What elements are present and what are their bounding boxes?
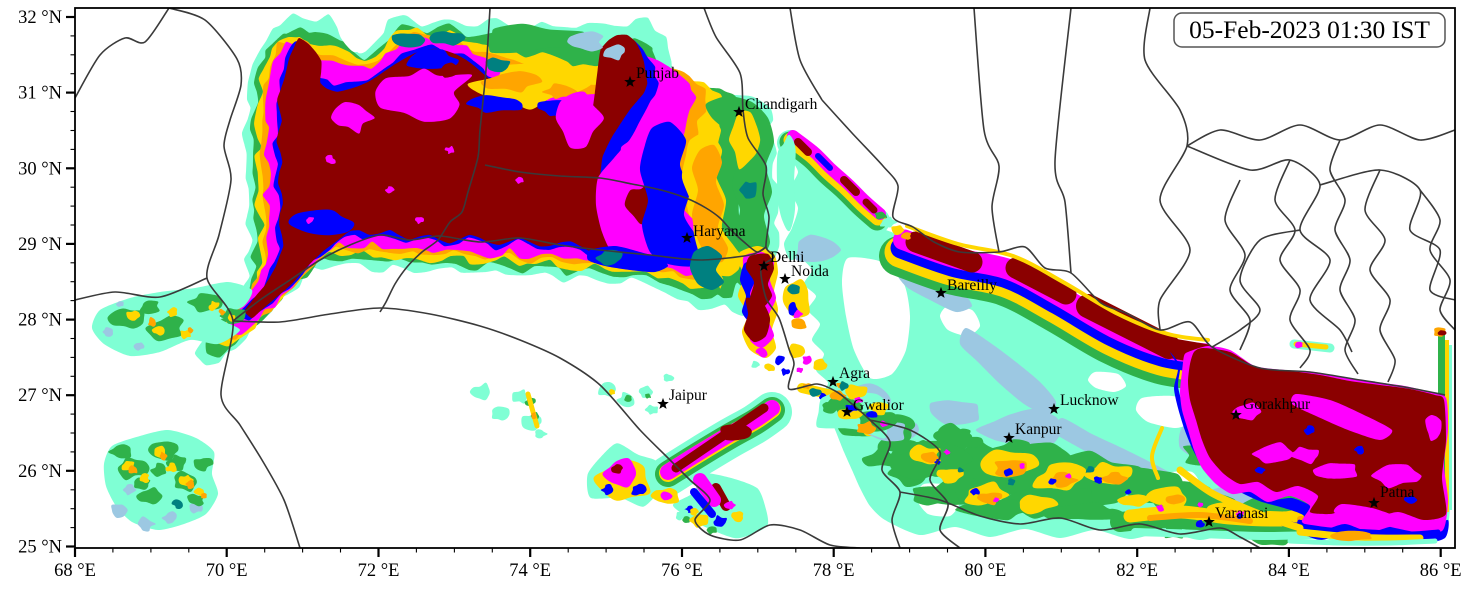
svg-text:Chandigarh: Chandigarh xyxy=(745,96,818,113)
svg-text:30 °N: 30 °N xyxy=(18,159,62,179)
svg-text:Patna: Patna xyxy=(1380,484,1415,501)
svg-text:70 °E: 70 °E xyxy=(206,561,248,581)
svg-text:28 °N: 28 °N xyxy=(18,311,62,331)
svg-text:68 °E: 68 °E xyxy=(54,561,96,581)
svg-text:Delhi: Delhi xyxy=(770,249,805,266)
svg-text:84 °E: 84 °E xyxy=(1268,561,1310,581)
svg-text:Lucknow: Lucknow xyxy=(1060,392,1119,409)
svg-text:76 °E: 76 °E xyxy=(661,561,703,581)
svg-text:32 °N: 32 °N xyxy=(18,8,62,28)
svg-text:82 °E: 82 °E xyxy=(1116,561,1158,581)
svg-text:72 °E: 72 °E xyxy=(358,561,400,581)
svg-text:74 °E: 74 °E xyxy=(509,561,551,581)
svg-text:86 °E: 86 °E xyxy=(1420,561,1462,581)
svg-text:Varanasi: Varanasi xyxy=(1215,505,1269,522)
svg-text:78 °E: 78 °E xyxy=(813,561,855,581)
svg-text:Kanpur: Kanpur xyxy=(1015,421,1062,438)
svg-text:80 °E: 80 °E xyxy=(964,561,1006,581)
svg-text:05-Feb-2023 01:30 IST: 05-Feb-2023 01:30 IST xyxy=(1189,15,1430,44)
svg-text:26 °N: 26 °N xyxy=(18,462,62,482)
svg-text:Agra: Agra xyxy=(839,365,870,382)
svg-text:Haryana: Haryana xyxy=(693,223,746,240)
svg-text:29 °N: 29 °N xyxy=(18,235,62,255)
svg-text:Gorakhpur: Gorakhpur xyxy=(1243,396,1311,413)
svg-text:Bareilly: Bareilly xyxy=(947,277,997,294)
svg-text:25 °N: 25 °N xyxy=(18,538,62,558)
svg-text:Punjab: Punjab xyxy=(636,65,679,82)
svg-text:27 °N: 27 °N xyxy=(18,386,62,406)
svg-text:Noida: Noida xyxy=(791,263,829,280)
svg-text:31 °N: 31 °N xyxy=(18,84,62,104)
svg-text:Gwalior: Gwalior xyxy=(853,397,905,414)
svg-text:Jaipur: Jaipur xyxy=(669,387,708,404)
